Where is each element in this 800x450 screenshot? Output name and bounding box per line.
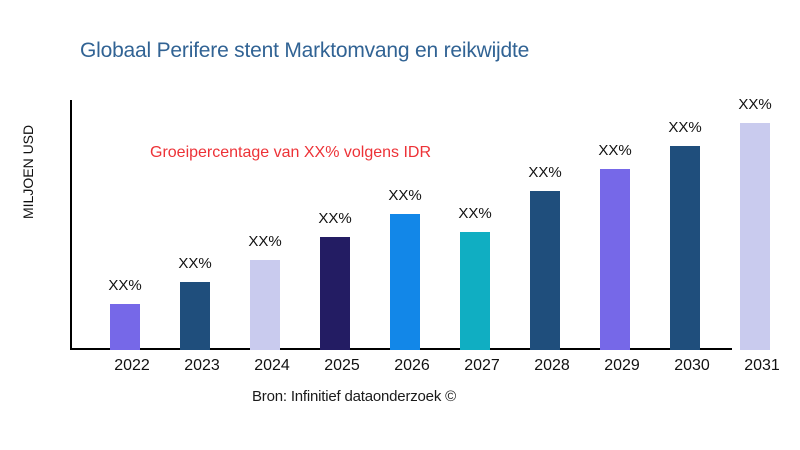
x-tick-label-2027: 2027 [464,357,500,374]
x-tick-label-2029: 2029 [604,357,640,374]
chart-title: Globaal Perifere stent Marktomvang en re… [80,39,530,62]
bar-value-label-2023: XX% [178,255,212,272]
bar-value-label-2024: XX% [248,233,282,250]
bar-2026 [390,214,420,350]
y-axis-label: MILJOEN USD [20,124,36,220]
bar-value-label-2026: XX% [388,187,422,204]
growth-rate-annotation: Groeipercentage van XX% volgens IDR [150,144,432,161]
bar-value-label-2027: XX% [458,205,492,222]
bar-2029 [600,169,630,350]
bar-value-label-2031: XX% [738,96,772,113]
bar-2027 [460,232,490,350]
x-tick-label-2026: 2026 [394,357,430,374]
bar-value-label-2028: XX% [528,164,562,181]
x-tick-label-2023: 2023 [184,357,220,374]
bar-2031 [740,123,770,350]
bar-value-label-2030: XX% [668,119,702,136]
bar-value-label-2025: XX% [318,210,352,227]
bar-2028 [530,191,560,350]
y-axis-line [70,100,72,350]
x-tick-label-2028: 2028 [534,357,570,374]
source-caption: Bron: Infinitief dataonderzoek © [252,388,456,405]
bar-2025 [320,237,350,350]
bar-2023 [180,282,210,350]
bar-2022 [110,304,140,350]
bar-2024 [250,260,280,350]
x-tick-label-2025: 2025 [324,357,360,374]
x-tick-label-2024: 2024 [254,357,290,374]
bar-2030 [670,146,700,350]
bar-value-label-2022: XX% [108,277,142,294]
bar-value-label-2029: XX% [598,142,632,159]
x-tick-label-2022: 2022 [114,357,150,374]
x-tick-label-2030: 2030 [674,357,710,374]
x-tick-label-2031: 2031 [744,357,780,374]
